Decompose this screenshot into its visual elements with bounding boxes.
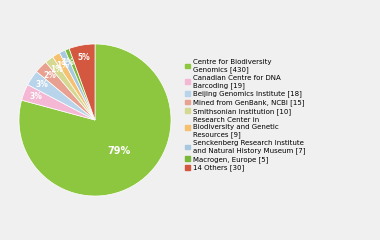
Wedge shape (60, 50, 95, 120)
Legend: Centre for Biodiversity
Genomics [430], Canadian Centre for DNA
Barcoding [19], : Centre for Biodiversity Genomics [430], … (184, 58, 307, 173)
Wedge shape (28, 72, 95, 120)
Wedge shape (22, 85, 95, 120)
Text: 79%: 79% (108, 146, 131, 156)
Text: 5%: 5% (78, 53, 90, 62)
Text: 3%: 3% (29, 92, 42, 101)
Text: 1%: 1% (50, 65, 63, 74)
Wedge shape (65, 48, 95, 120)
Wedge shape (36, 62, 95, 120)
Text: 3%: 3% (35, 80, 48, 89)
Wedge shape (46, 57, 95, 120)
Wedge shape (19, 44, 171, 196)
Text: 2%: 2% (43, 71, 56, 80)
Text: 1%: 1% (61, 58, 74, 67)
Wedge shape (53, 53, 95, 120)
Text: 1%: 1% (56, 61, 69, 70)
Wedge shape (69, 44, 95, 120)
